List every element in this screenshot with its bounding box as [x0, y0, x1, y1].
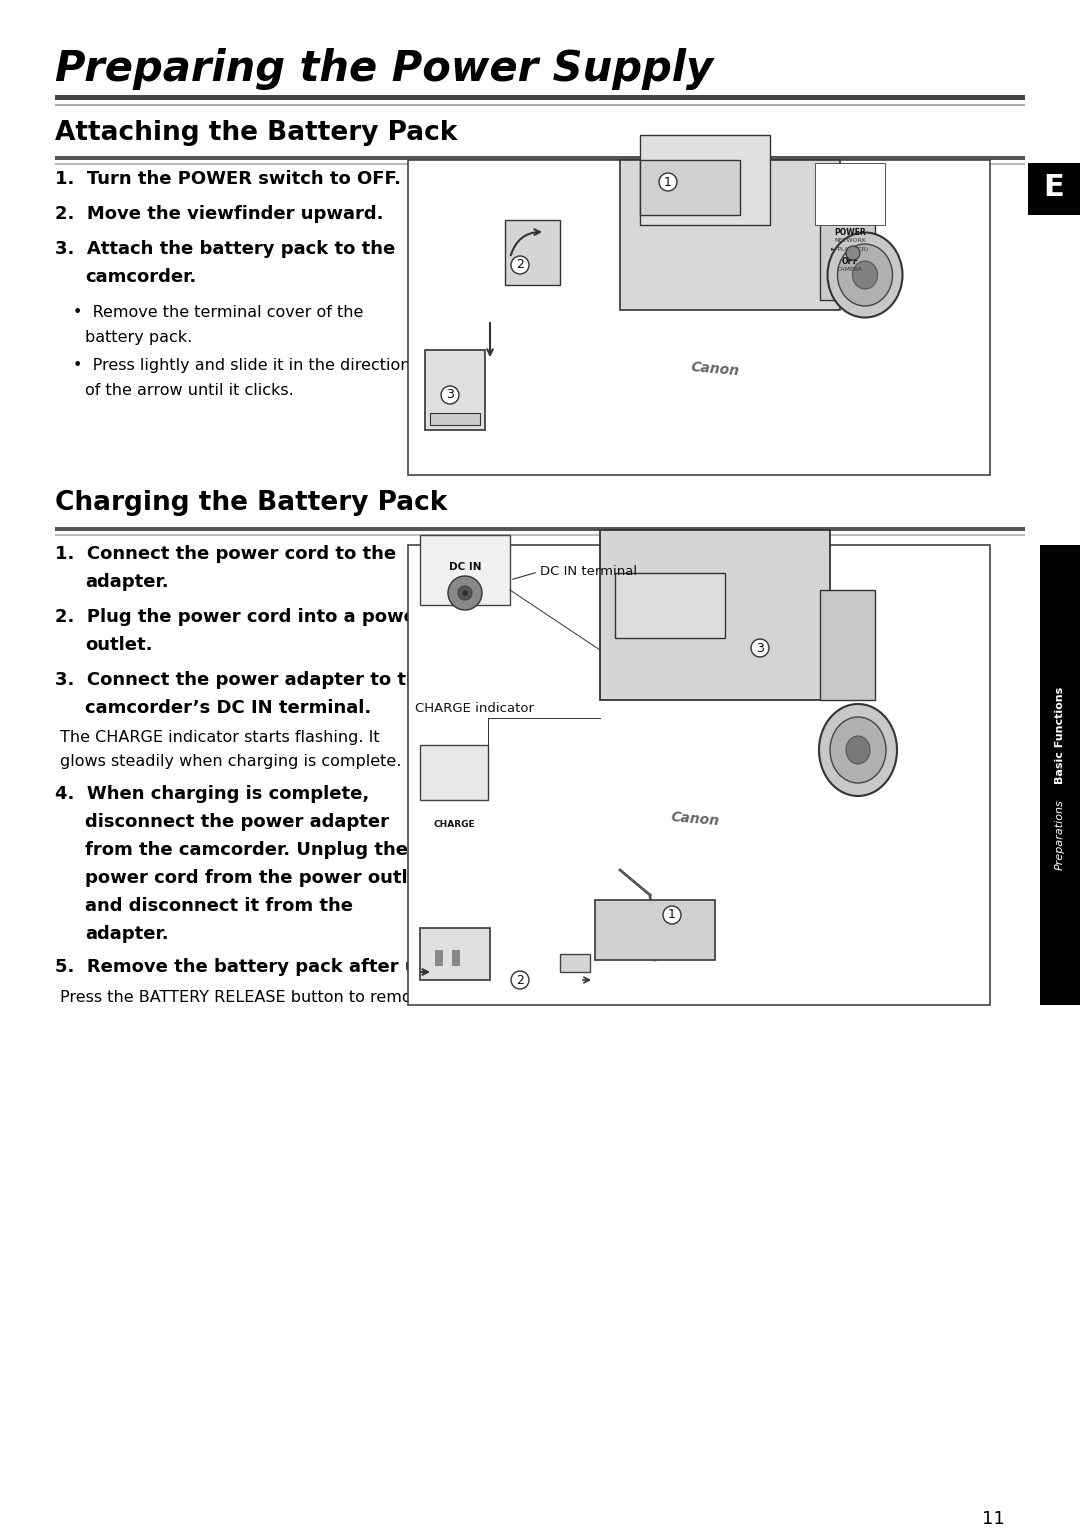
Text: 11: 11 [982, 1509, 1005, 1528]
Text: 3: 3 [756, 641, 764, 655]
Ellipse shape [831, 716, 886, 782]
Text: Preparations: Preparations [1055, 799, 1065, 870]
Text: DC IN: DC IN [449, 561, 482, 572]
Text: glows steadily when charging is complete.: glows steadily when charging is complete… [60, 755, 402, 769]
Text: power cord from the power outlet: power cord from the power outlet [85, 868, 429, 887]
Text: CHARGE: CHARGE [433, 821, 475, 828]
Bar [55, 95, 1025, 100]
Text: adapter.: adapter. [85, 574, 168, 591]
Text: Charging the Battery Pack: Charging the Battery Pack [55, 489, 447, 515]
Ellipse shape [837, 244, 892, 305]
Text: 1.  Turn the POWER switch to OFF.: 1. Turn the POWER switch to OFF. [55, 170, 401, 189]
Text: 3: 3 [446, 388, 454, 402]
Text: POWER: POWER [834, 229, 866, 236]
Text: CAMERA: CAMERA [837, 267, 863, 272]
Ellipse shape [846, 245, 860, 259]
Text: E: E [1043, 172, 1065, 201]
Text: The CHARGE indicator starts flashing. It: The CHARGE indicator starts flashing. It [60, 730, 380, 746]
Bar [435, 950, 443, 966]
Text: CHARGE indicator: CHARGE indicator [415, 703, 534, 715]
Text: 4.  When charging is complete,: 4. When charging is complete, [55, 785, 369, 802]
Text: Attaching the Battery Pack: Attaching the Battery Pack [55, 120, 457, 146]
Text: battery pack.: battery pack. [85, 330, 192, 345]
Bar [420, 928, 490, 980]
Text: 1.  Connect the power cord to the: 1. Connect the power cord to the [55, 545, 396, 563]
Text: from the camcorder. Unplug the: from the camcorder. Unplug the [85, 841, 408, 859]
Text: DC IN terminal: DC IN terminal [540, 565, 637, 578]
Ellipse shape [511, 256, 529, 275]
Bar [505, 219, 561, 285]
Bar [55, 528, 1025, 531]
Text: •  Press lightly and slide it in the direction: • Press lightly and slide it in the dire… [73, 357, 410, 373]
Bar [1040, 545, 1080, 1005]
Ellipse shape [751, 640, 769, 657]
Bar [595, 900, 715, 960]
Text: outlet.: outlet. [85, 637, 152, 653]
Bar [55, 156, 1025, 160]
Text: 3.  Connect the power adapter to the: 3. Connect the power adapter to the [55, 670, 431, 689]
Text: camcorder’s DC IN terminal.: camcorder’s DC IN terminal. [85, 700, 372, 716]
Ellipse shape [663, 907, 681, 923]
Text: disconnect the power adapter: disconnect the power adapter [85, 813, 389, 831]
Bar [55, 534, 1025, 535]
Bar [620, 160, 840, 310]
Text: OFF: OFF [841, 258, 859, 265]
Bar [615, 574, 725, 638]
Text: 2.  Plug the power cord into a power: 2. Plug the power cord into a power [55, 607, 424, 626]
Ellipse shape [659, 173, 677, 192]
Text: Preparing the Power Supply: Preparing the Power Supply [55, 48, 713, 91]
Ellipse shape [846, 736, 870, 764]
Bar [820, 591, 875, 700]
Text: NETWORK: NETWORK [834, 238, 866, 242]
Bar [430, 413, 480, 425]
Bar [640, 135, 770, 225]
Text: Canon: Canon [690, 360, 740, 379]
Bar [820, 190, 875, 301]
Text: Basic Functions: Basic Functions [1055, 686, 1065, 784]
Bar [640, 160, 740, 215]
Bar [408, 160, 990, 476]
Ellipse shape [458, 586, 472, 600]
Bar [600, 531, 831, 700]
Bar [55, 104, 1025, 106]
Text: ► PLAY(VCR): ► PLAY(VCR) [832, 247, 868, 252]
Text: 1: 1 [669, 908, 676, 922]
Bar [408, 545, 990, 1005]
Bar [453, 950, 460, 966]
Text: 2.  Move the viewfinder upward.: 2. Move the viewfinder upward. [55, 206, 383, 222]
Ellipse shape [462, 591, 468, 597]
Bar [420, 535, 510, 604]
Ellipse shape [819, 704, 897, 796]
Text: 1: 1 [664, 175, 672, 189]
Ellipse shape [511, 971, 529, 989]
Bar [1028, 163, 1080, 215]
Ellipse shape [852, 261, 877, 288]
Text: 3.  Attach the battery pack to the: 3. Attach the battery pack to the [55, 239, 395, 258]
Ellipse shape [441, 387, 459, 403]
Text: camcorder.: camcorder. [85, 268, 197, 285]
Bar [55, 163, 1025, 166]
Bar [426, 350, 485, 430]
Text: •  Remove the terminal cover of the: • Remove the terminal cover of the [73, 305, 363, 321]
Text: adapter.: adapter. [85, 925, 168, 943]
Bar [815, 163, 885, 225]
Ellipse shape [827, 233, 903, 318]
Text: and disconnect it from the: and disconnect it from the [85, 897, 353, 914]
Text: 2: 2 [516, 259, 524, 272]
Text: of the arrow until it clicks.: of the arrow until it clicks. [85, 384, 294, 397]
Ellipse shape [448, 575, 482, 611]
Text: Canon: Canon [670, 810, 719, 828]
Bar [420, 746, 488, 801]
Text: 2: 2 [516, 974, 524, 986]
Bar [561, 954, 590, 973]
Text: Press the BATTERY RELEASE button to remove the battery.: Press the BATTERY RELEASE button to remo… [60, 989, 529, 1005]
Text: 5.  Remove the battery pack after use.: 5. Remove the battery pack after use. [55, 959, 447, 976]
